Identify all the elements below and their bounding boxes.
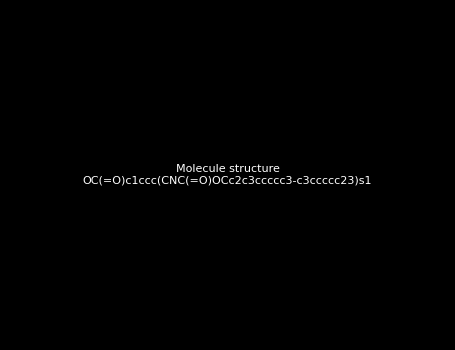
Text: Molecule structure
OC(=O)c1ccc(CNC(=O)OCc2c3ccccc3-c3ccccc23)s1: Molecule structure OC(=O)c1ccc(CNC(=O)OC… [83, 164, 372, 186]
